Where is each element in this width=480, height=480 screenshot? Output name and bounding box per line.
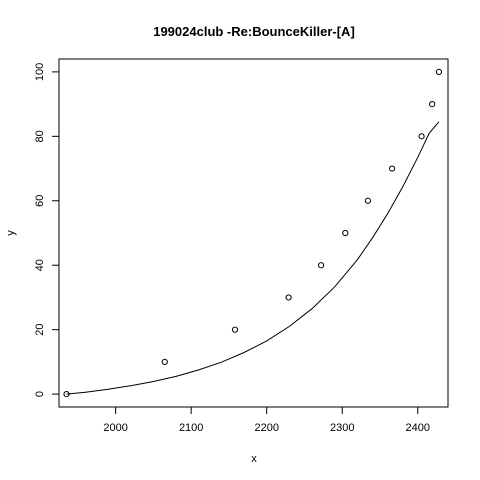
y-tick-label-3: 60: [34, 195, 46, 207]
data-points-group: [63, 68, 443, 398]
y-axis-label: y: [5, 230, 17, 236]
data-point-3: [285, 294, 292, 301]
y-tick-label-2: 40: [34, 259, 46, 271]
data-point-7: [389, 165, 396, 172]
plot-frame: [58, 58, 449, 408]
data-point-5: [342, 229, 349, 237]
x-tick-label-1: 2100: [179, 422, 203, 434]
y-tick-label-5: 100: [34, 63, 46, 81]
fitted-curve-group: [66, 121, 440, 395]
data-point-2: [231, 326, 239, 333]
x-axis-label: x: [251, 453, 257, 465]
data-point-9: [429, 101, 436, 108]
y-tick-label-1: 20: [34, 324, 46, 336]
data-point-1: [161, 358, 168, 365]
y-tick-label-0: 0: [34, 391, 46, 397]
x-tick-label-0: 2000: [103, 422, 127, 434]
x-tick-label-4: 2400: [406, 422, 430, 434]
y-tick-label-4: 80: [34, 130, 46, 142]
data-point-0: [63, 391, 70, 398]
x-tick-label-2: 2200: [254, 422, 278, 434]
y-axis: 0 20 40 60 80 100: [34, 63, 59, 397]
x-tick-label-3: 2300: [330, 422, 354, 434]
data-point-8: [418, 133, 425, 140]
data-point-4: [318, 262, 325, 269]
chart-title: 199024club -Re:BounceKiller-[A]: [153, 24, 355, 39]
x-axis: 2000 2100 2200 2300 2400: [103, 407, 430, 434]
data-point-6: [364, 197, 372, 204]
fitted-curve: [66, 121, 440, 395]
data-point-10: [435, 68, 443, 75]
